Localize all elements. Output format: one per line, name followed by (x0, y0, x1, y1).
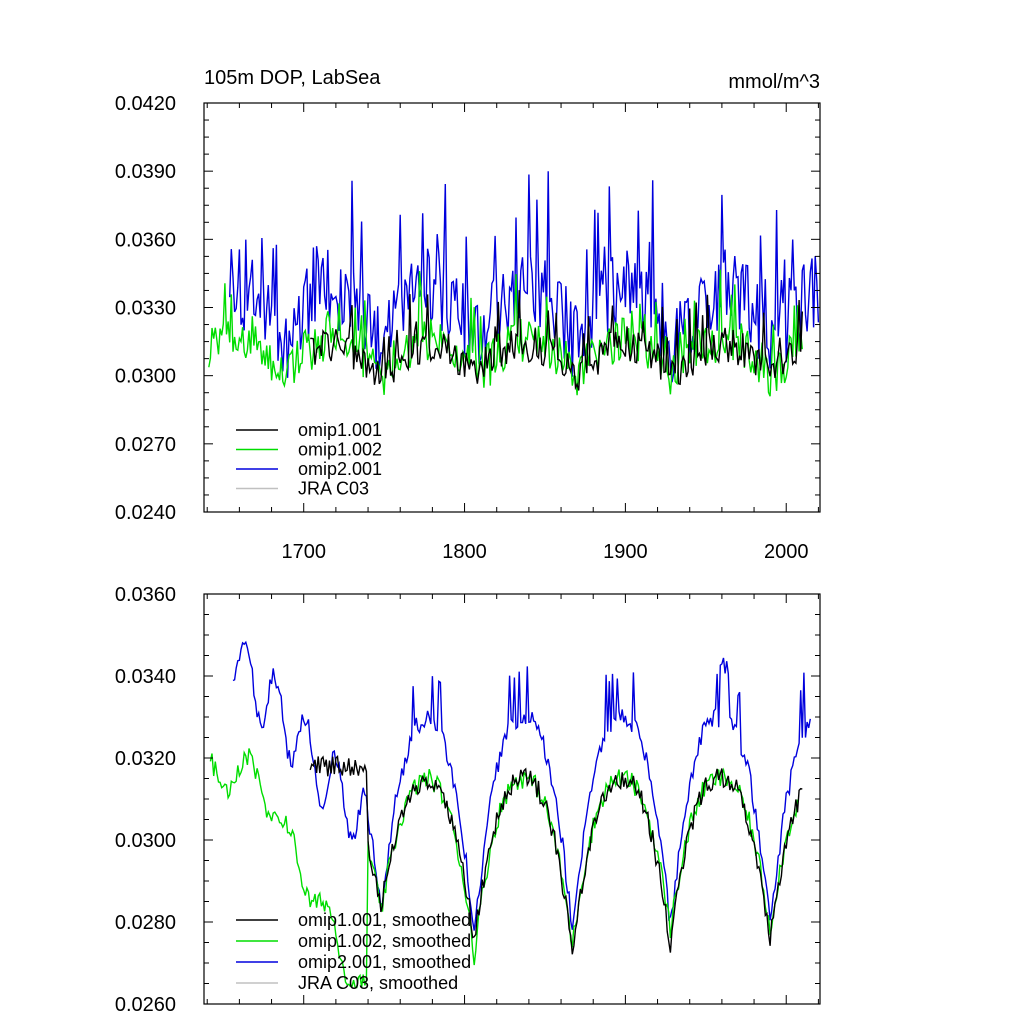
axes-bottom: 0.0260 0.0280 0.0300 0.0320 0.0340 0.0360 (115, 584, 821, 1016)
y-tick-label: 0.0280 (115, 912, 176, 934)
x-tick-label: 1800 (442, 541, 487, 563)
y-tick-label: 0.0320 (115, 748, 176, 770)
y-tick-label: 0.0260 (115, 994, 176, 1016)
legend-label: omip2.001, smoothed (298, 952, 471, 972)
legend-label: omip1.001, smoothed (298, 910, 471, 930)
y-tick-label: 0.0420 (115, 93, 176, 115)
y-tick-label: 0.0360 (115, 229, 176, 251)
units-label: mmol/m^3 (728, 71, 820, 93)
series-line-omip1-001--smoothed (309, 754, 803, 955)
y-tick-label: 0.0240 (115, 502, 176, 524)
x-tick-label: 2000 (764, 541, 809, 563)
y-tick-label: 0.0340 (115, 666, 176, 688)
series-group-top (208, 171, 820, 397)
y-tick-label: 0.0390 (115, 161, 176, 183)
y-tick-label: 0.0300 (115, 830, 176, 852)
plot-frame (203, 593, 821, 1005)
legend-label: JRA C03 (298, 479, 369, 499)
panel-top: 105m DOP, LabSea mmol/m^3 0.02400.02700.… (115, 67, 821, 563)
x-tick-label: 1900 (603, 541, 648, 563)
axes-top: 0.0240 0.0270 0.0300 0.0330 0.0360 0.0390 0.04… (115, 93, 821, 563)
series-line-omip2-001 (229, 171, 820, 383)
series-line-omip2-001--smoothed (232, 640, 811, 931)
chart-title: 105m DOP, LabSea (204, 67, 381, 89)
y-tick-label: 0.0330 (115, 298, 176, 320)
panel-bottom: 0.0260 0.0280 0.0300 0.0320 0.0340 0.0360 omi… (115, 584, 821, 1016)
series-line-omip1-002 (208, 269, 803, 397)
series-line-omip1-001 (310, 290, 803, 391)
x-tick-label: 1700 (281, 541, 326, 563)
y-tick-label: 0.0360 (115, 584, 176, 606)
legend-label: omip1.002, smoothed (298, 931, 471, 951)
series-group-bottom (209, 640, 811, 989)
legend-label: omip1.002 (298, 440, 382, 460)
y-tick-label: 0.0270 (115, 434, 176, 456)
legend-label: omip1.001 (298, 420, 382, 440)
y-tick-label: 0.0300 (115, 366, 176, 388)
legend-label: JRA C03, smoothed (298, 973, 458, 993)
legend-label: omip2.001 (298, 459, 382, 479)
